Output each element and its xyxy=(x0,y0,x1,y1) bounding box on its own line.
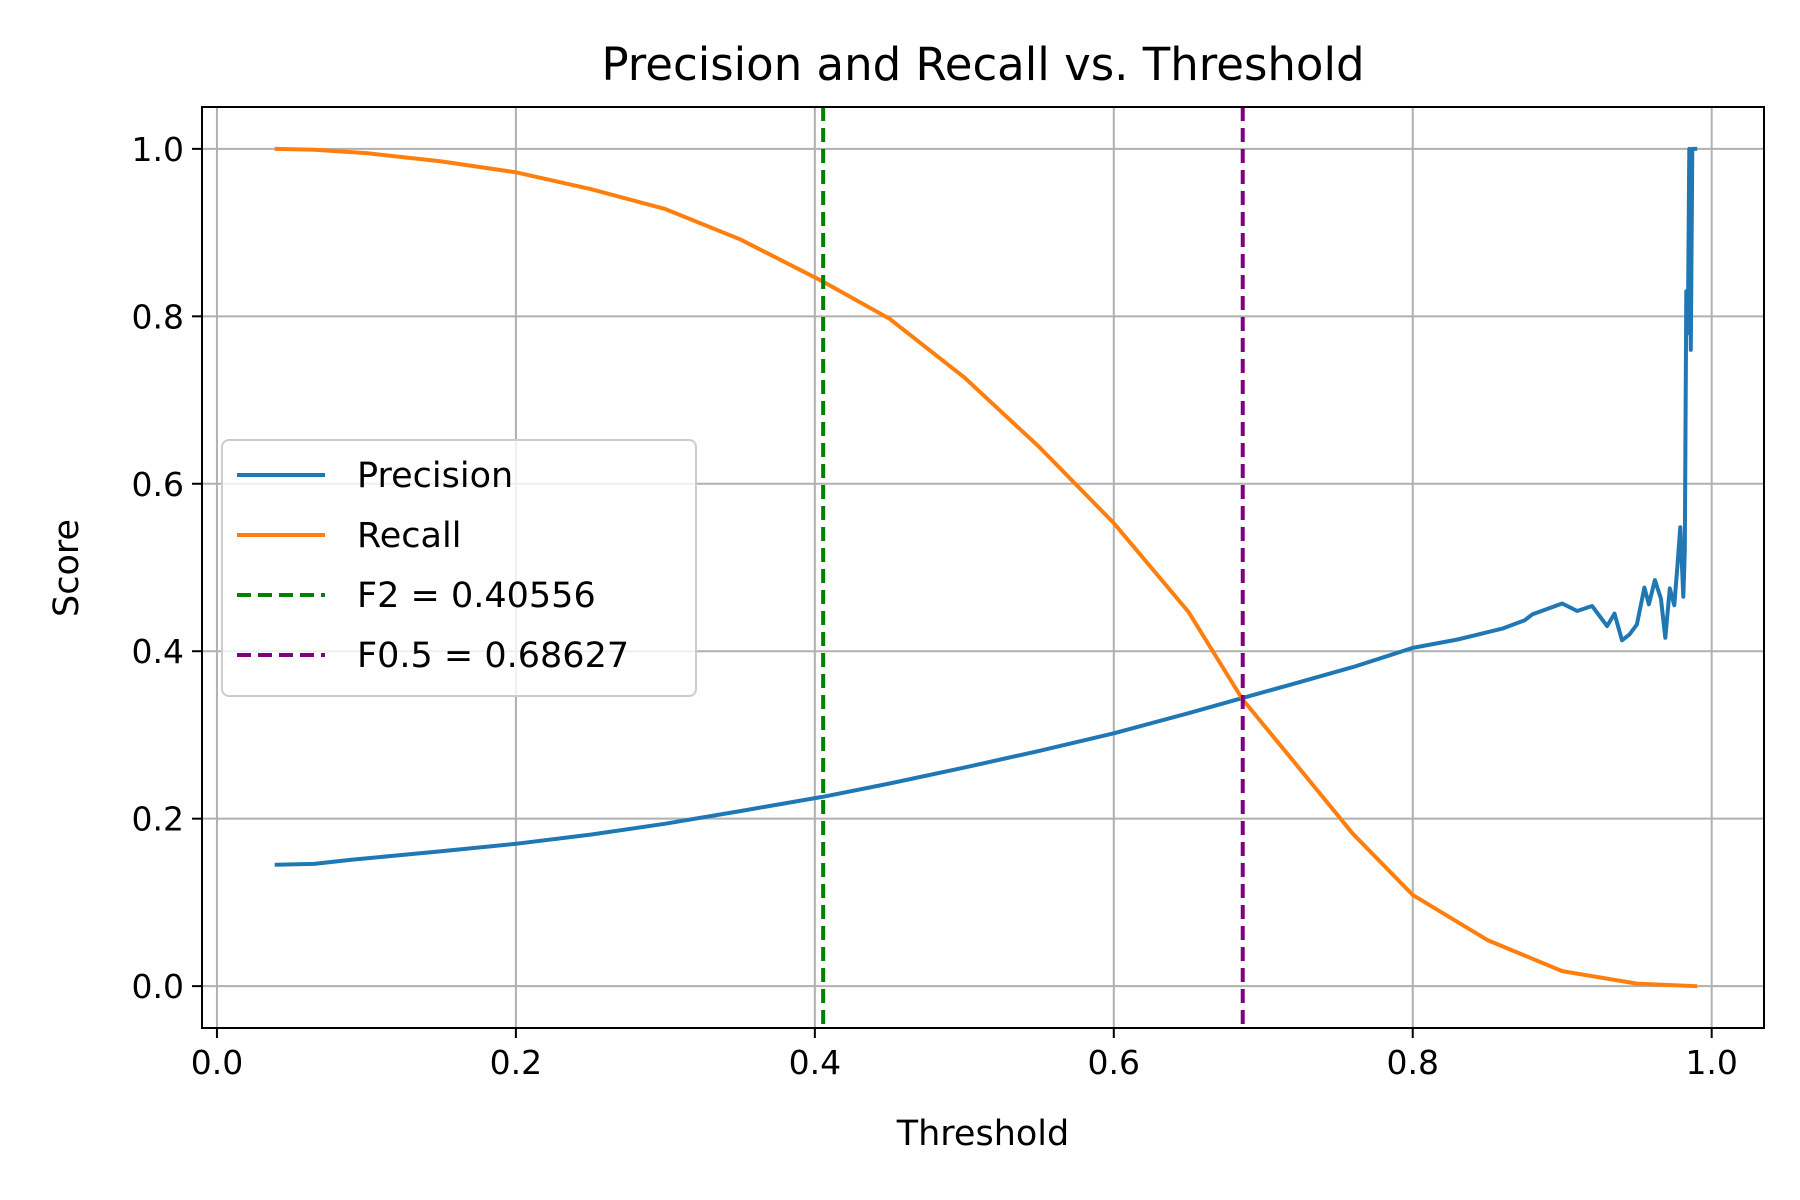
x-tick-label: 1.0 xyxy=(1685,1043,1737,1082)
x-tick-label: 0.4 xyxy=(789,1043,841,1082)
y-tick-label: 0.6 xyxy=(132,465,184,504)
x-axis-label: Threshold xyxy=(896,1114,1070,1154)
legend-f05-label: F0.5 = 0.68627 xyxy=(357,636,629,676)
y-tick-label: 0.2 xyxy=(132,800,184,839)
x-tick-label: 0.2 xyxy=(490,1043,542,1082)
precision-line xyxy=(274,146,1698,867)
axis-ticks: 0.0 0.2 0.4 0.6 0.8 1.0 0.0 0.2 0.4 0.6 0.8 1.0 xyxy=(132,130,1738,1082)
y-tick-label: 1.0 xyxy=(132,130,184,169)
x-tick-label: 0.6 xyxy=(1088,1043,1140,1082)
plot-frame xyxy=(201,106,1765,1029)
recall-line xyxy=(274,146,1698,989)
legend-precision-label: Precision xyxy=(357,456,513,496)
legend: Precision Recall F2 = 0.40556 F0.5 = 0.6… xyxy=(221,439,697,697)
plot-area xyxy=(274,107,1698,1028)
legend-f2-label: F2 = 0.40556 xyxy=(357,576,596,616)
chart-title: Precision and Recall vs. Threshold xyxy=(601,38,1364,91)
legend-box xyxy=(221,439,697,697)
y-tick-label: 0.4 xyxy=(132,632,184,671)
y-axis-label: Score xyxy=(47,519,87,617)
x-tick-label: 0.0 xyxy=(191,1043,243,1082)
x-tick-label: 0.8 xyxy=(1386,1043,1438,1082)
y-tick-label: 0.8 xyxy=(132,297,184,336)
legend-recall-label: Recall xyxy=(357,516,461,556)
y-tick-label: 0.0 xyxy=(132,967,184,1006)
